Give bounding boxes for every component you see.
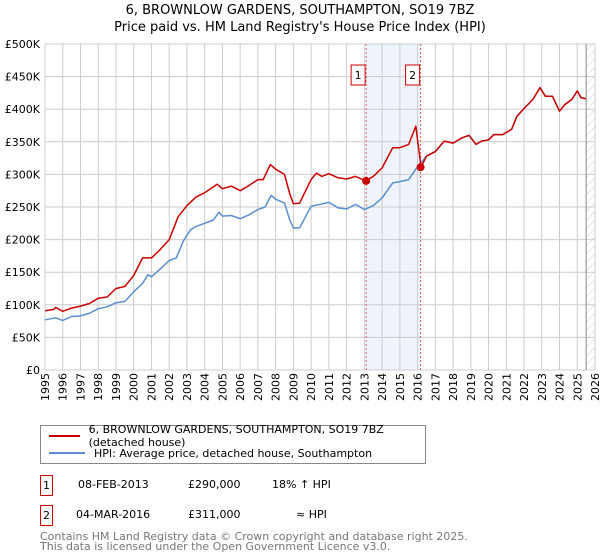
x-tick-label: 2017	[429, 373, 442, 401]
x-tick-label: 2004	[199, 373, 212, 401]
legend-item-property: 6, BROWNLOW GARDENS, SOUTHAMPTON, SO19 7…	[49, 423, 425, 449]
legend-label-property: 6, BROWNLOW GARDENS, SOUTHAMPTON, SO19 7…	[88, 423, 384, 449]
x-tick-label: 2003	[181, 373, 194, 401]
legend-swatch-hpi	[49, 452, 85, 454]
x-tick-label: 2005	[216, 373, 229, 401]
y-tick-label: £450K	[5, 71, 41, 84]
footer-copyright: Contains HM Land Registry data © Crown c…	[40, 530, 468, 543]
x-tick-label: 2000	[128, 373, 141, 401]
sale-point	[416, 163, 425, 172]
sale-label: 1	[355, 69, 362, 82]
transaction-price: £290,000	[188, 478, 241, 491]
x-tick-label: 2013	[358, 373, 371, 401]
x-tick-label: 2024	[554, 373, 567, 401]
chart-plot: 1995 1996 1997 1998 1999 2000 2001 2002 2003 2004…	[5, 38, 600, 401]
transaction-date: 08-FEB-2013	[78, 478, 149, 491]
legend: 6, BROWNLOW GARDENS, SOUTHAMPTON, SO19 7…	[40, 423, 426, 464]
x-tick-label: 2011	[323, 373, 336, 401]
x-tick-label: 2019	[465, 373, 478, 401]
x-tick-label: 2015	[394, 373, 407, 401]
y-tick-label: £0	[26, 364, 40, 377]
x-tick-label: 1998	[92, 373, 105, 401]
y-tick-label: £150K	[5, 266, 41, 279]
x-tick-label: 2016	[412, 373, 425, 401]
transaction-badge: 1	[40, 475, 53, 496]
x-tick-label: 2006	[234, 373, 247, 401]
x-tick-label: 1999	[110, 373, 123, 401]
sale-label-box	[405, 64, 421, 86]
x-tick-label: 2001	[145, 373, 158, 401]
y-tick-label: £500K	[5, 38, 41, 51]
legend-swatch-property	[49, 435, 80, 437]
y-tick-label: £300K	[5, 168, 41, 181]
x-tick-label: 2010	[305, 373, 318, 401]
transaction-price: £311,000	[188, 508, 241, 521]
sale-label-box	[350, 64, 366, 86]
legend-item-hpi: HPI: Average price, detached house, Sout…	[49, 445, 372, 461]
legend-label-hpi: HPI: Average price, detached house, Sout…	[94, 446, 373, 460]
y-tick-label: £350K	[5, 136, 41, 149]
x-tick-label: 1996	[57, 373, 70, 401]
x-tick-label: 2008	[270, 373, 283, 401]
x-tick-label: 2007	[252, 373, 265, 401]
x-tick-label: 2026	[589, 373, 600, 401]
y-tick-label: £250K	[5, 201, 41, 214]
sale-point	[362, 176, 371, 185]
transaction-row: 1 08-FEB-2013 £290,000 18% ↑ HPI	[40, 475, 600, 497]
transaction-vs-hpi: ≈ HPI	[296, 508, 327, 521]
x-tick-label: 2023	[536, 373, 549, 401]
property-price-line	[44, 86, 587, 313]
y-tick-label: £50K	[12, 331, 41, 344]
x-tick-label: 2021	[500, 373, 513, 401]
x-tick-label: 2009	[287, 373, 300, 401]
x-tick-label: 1995	[39, 373, 52, 401]
y-tick-label: £200K	[5, 234, 41, 247]
x-tick-label: 2002	[163, 373, 176, 401]
transaction-vs-hpi: 18% ↑ HPI	[272, 478, 331, 491]
x-tick-label: 2018	[447, 373, 460, 401]
x-tick-label: 1997	[74, 373, 87, 401]
transaction-row: 2 04-MAR-2016 £311,000 ≈ HPI	[40, 505, 600, 527]
x-tick-label: 2014	[376, 373, 389, 401]
sale-label: 2	[409, 69, 416, 82]
chart-title-line2: Price paid vs. HM Land Registry's House …	[114, 20, 486, 35]
footer-licence: This data is licensed under the Open Gov…	[40, 540, 391, 553]
x-tick-label: 2025	[571, 373, 584, 401]
y-tick-label: £400K	[5, 103, 41, 116]
transaction-date: 04-MAR-2016	[76, 508, 151, 521]
transaction-badge: 2	[40, 505, 53, 526]
x-tick-label: 2022	[518, 373, 531, 401]
x-tick-label: 2020	[483, 373, 496, 401]
y-tick-label: £100K	[5, 299, 41, 312]
x-tick-label: 2012	[341, 373, 354, 401]
chart-title-line1: 6, BROWNLOW GARDENS, SOUTHAMPTON, SO19 7…	[125, 3, 475, 18]
